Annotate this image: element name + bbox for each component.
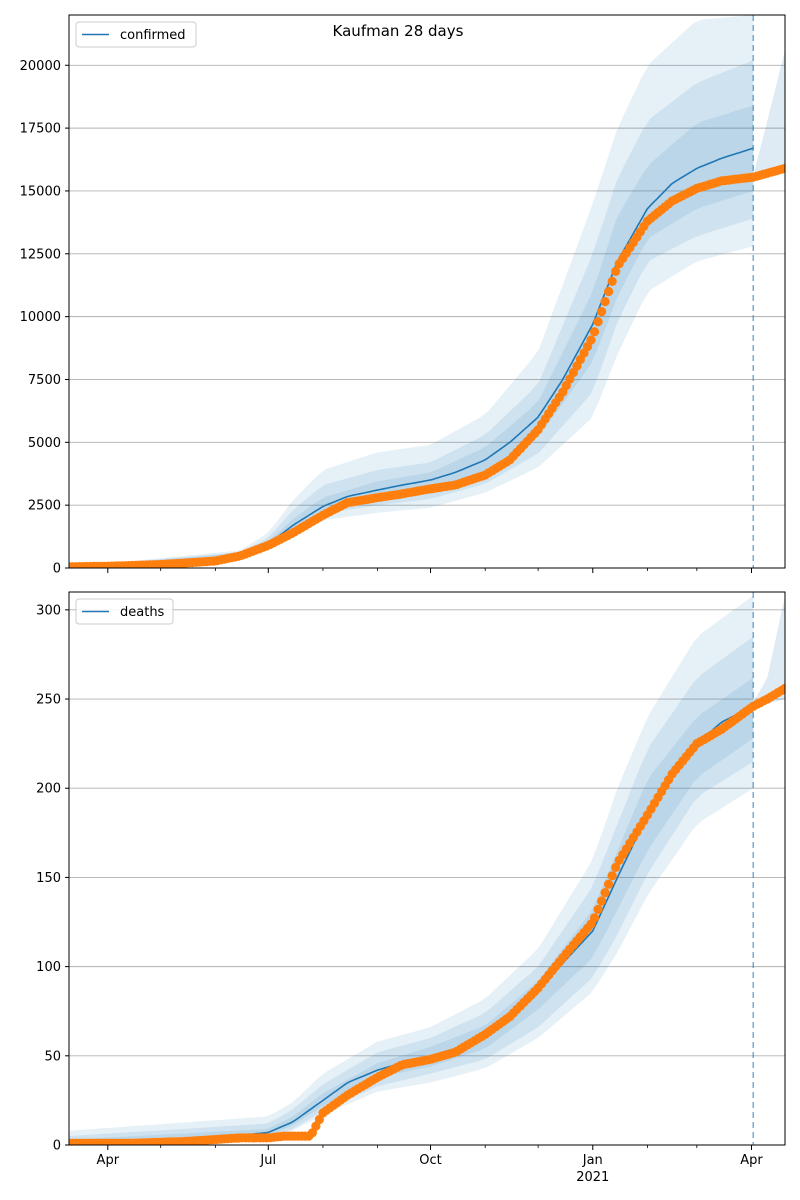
observed-dot [607, 871, 617, 881]
y-tick-label: 12500 [20, 247, 61, 262]
axes-frame [68, 591, 786, 1146]
observed-dot [597, 307, 607, 317]
observed-dots [69, 163, 785, 568]
y-tick-label: 250 [36, 693, 61, 708]
y-tick-label: 5000 [28, 436, 61, 451]
y-tick-label: 50 [44, 1049, 61, 1064]
observed-dot [589, 327, 600, 337]
uncertainty-band [69, 60, 754, 568]
observed-dot [604, 286, 614, 297]
confirmed-panel: 0 2500 5000 7500 10000 12500 15000 17500 20000 co… [20, 14, 786, 577]
y-tick-label: 0 [53, 1139, 61, 1154]
y-tick-label: 17500 [20, 122, 61, 137]
legend-box [75, 21, 197, 48]
x-tick-label: Jul [259, 1153, 276, 1168]
x-tick-label: Jan [582, 1153, 603, 1168]
observed-dot [780, 163, 785, 173]
forecast-band [753, 50, 785, 179]
uncertainty-band [69, 105, 754, 568]
observed-dot [600, 297, 610, 307]
y-tick-label: 100 [36, 960, 61, 975]
y-tick-label: 300 [36, 603, 61, 618]
observed-dot [780, 683, 785, 693]
legend: deaths [75, 598, 174, 625]
y-tick-label: 150 [36, 871, 61, 886]
chart-title: Kaufman 28 days [333, 22, 464, 40]
observed-dot [593, 317, 603, 327]
x-tick-label: Apr [97, 1153, 120, 1168]
y-tick-label: 200 [36, 782, 61, 797]
observed-dot [593, 904, 603, 915]
plot-area [69, 592, 785, 1145]
x-tick-label: Oct [419, 1153, 441, 1168]
legend-label: confirmed [120, 28, 186, 43]
legend: confirmed [75, 21, 197, 48]
observed-dots [69, 683, 785, 1145]
observed-dot [611, 266, 621, 276]
legend-box [75, 598, 174, 625]
y-tick-label: 15000 [20, 184, 61, 199]
observed-dot [597, 896, 607, 906]
plot-area [69, 15, 785, 568]
x-tick-sublabel: 2021 [576, 1170, 609, 1185]
y-tick-label: 7500 [28, 373, 61, 388]
legend-label: deaths [120, 605, 165, 620]
observed-dot [600, 888, 610, 898]
y-tick-label: 2500 [28, 499, 61, 514]
observed-dot [604, 879, 614, 889]
x-tick-label: Apr [740, 1153, 763, 1168]
uncertainty-band [69, 677, 754, 1144]
y-tick-label: 20000 [20, 59, 61, 74]
observed-dot [607, 276, 617, 286]
y-tick-label: 0 [53, 562, 61, 577]
uncertainty-band [69, 636, 754, 1145]
axes-frame [68, 14, 786, 569]
uncertainty-band [69, 15, 754, 568]
observed-dot [586, 335, 596, 345]
y-tick-label: 10000 [20, 310, 61, 325]
observed-dot [611, 862, 621, 873]
deaths-panel: 0 50 100 150 200 250 300 Apr Jul Oct Jan 2021 Apr dea… [36, 591, 786, 1185]
forecast-band [753, 595, 785, 708]
observed-dot [589, 913, 600, 923]
